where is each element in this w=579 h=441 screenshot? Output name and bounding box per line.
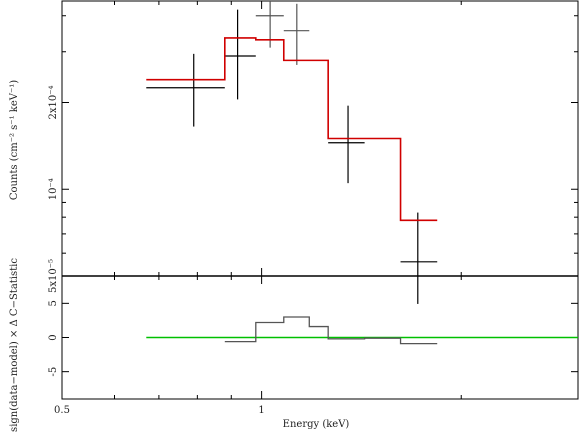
x-tick-label: 0.5 <box>54 405 70 416</box>
y-tick-label: 5x10⁻⁵ <box>48 259 59 293</box>
resid-y-tick-label: -5 <box>48 367 59 377</box>
resid-y-tick-label: 0 <box>48 334 59 340</box>
spectrum-panel: 2x10⁻⁴ 10⁻⁴ 5x10⁻⁵ <box>48 0 579 304</box>
data-black-point <box>146 53 225 127</box>
x-tick-label: 1 <box>258 405 264 416</box>
model-curve <box>146 37 438 222</box>
x-axis-label: Energy (keV) <box>283 419 350 430</box>
y-tick-label: 10⁻⁴ <box>48 178 59 200</box>
data-grey-point <box>283 3 310 65</box>
spectrum-frame <box>61 0 579 277</box>
residual-y-axis-label: sign(data−model) × Δ C−Statistic <box>9 258 20 432</box>
residual-panel: -5 0 5 0.5 1 <box>48 275 579 416</box>
y-tick-label: 2x10⁻⁴ <box>48 85 59 119</box>
residual-steps <box>224 316 438 345</box>
data-black-point <box>328 105 365 184</box>
data-grey-point <box>255 1 284 48</box>
resid-y-tick-label: 5 <box>48 300 59 306</box>
data-black-point <box>224 9 256 100</box>
spectrum-y-axis-label: Counts (cm⁻² s⁻¹ keV⁻¹) <box>9 80 20 200</box>
data-black-point <box>400 212 438 304</box>
